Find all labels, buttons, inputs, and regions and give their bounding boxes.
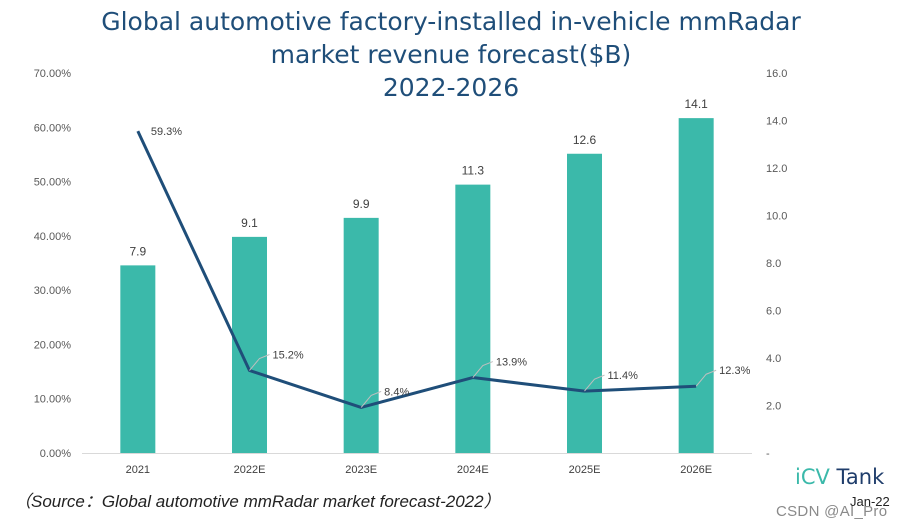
line-label-leader (249, 354, 270, 371)
left-axis-tick-label: 50.00% (34, 177, 72, 189)
chart-title-line-1: Global automotive factory-installed in-v… (101, 7, 801, 36)
right-axis-tick-label: 10.0 (766, 211, 787, 223)
bar-value-label: 7.9 (129, 244, 146, 258)
chart-title-line-2: market revenue forecast($B) (270, 40, 632, 69)
source-note: （Source：Global automotive mmRadar market… (14, 492, 501, 511)
right-axis-tick-label: 4.0 (766, 353, 781, 365)
right-axis-tick-label: 6.0 (766, 306, 781, 318)
bar-value-label: 9.1 (241, 216, 258, 230)
x-axis-tick-label: 2026E (680, 464, 712, 476)
line-value-label: 11.4% (608, 370, 639, 382)
line-value-label: 13.9% (496, 357, 527, 369)
x-axis-tick-label: 2025E (569, 464, 601, 476)
bar (120, 265, 156, 453)
brand-logo-mark: iCV (795, 465, 830, 489)
x-axis-tick-label: 2022E (234, 464, 266, 476)
left-axis-tick-label: 10.00% (34, 394, 72, 406)
right-axis-tick-label: 14.0 (766, 116, 787, 128)
left-axis-tick-label: 40.00% (34, 231, 72, 243)
bar (567, 153, 602, 453)
bar-value-label: 12.6 (573, 133, 597, 147)
chart-title-line-3: 2022-2026 (382, 73, 520, 102)
right-axis-tick-label: 8.0 (766, 258, 781, 270)
left-axis-tick-label: 0.00% (40, 448, 71, 460)
x-axis-tick-label: 2023E (345, 464, 377, 476)
line-value-label: 15.2% (273, 349, 304, 361)
right-axis-tick-label: 12.0 (766, 163, 787, 175)
brand-logo-text: Tank (829, 465, 885, 489)
bar-value-label: 9.9 (353, 197, 370, 211)
bar (343, 217, 379, 453)
bar-value-label: 11.3 (462, 164, 485, 178)
line-value-label: 59.3% (151, 126, 182, 138)
watermark-text: CSDN @AI_Pro (776, 503, 888, 520)
line-value-label: 8.4% (384, 386, 409, 398)
bar (678, 118, 714, 453)
bar-value-label: 14.1 (684, 97, 708, 111)
right-axis-tick-label: 16.0 (766, 68, 787, 80)
line-label-leader (695, 369, 717, 387)
x-axis-tick-label: 2024E (457, 464, 489, 476)
date-label: Jan-22 (850, 494, 890, 509)
right-axis-tick-label: 2.0 (766, 401, 781, 413)
line-label-leader (584, 374, 605, 392)
left-axis-tick-label: 70.00% (34, 68, 72, 80)
right-axis-tick-label: - (766, 448, 770, 460)
line-label-leader (472, 361, 494, 378)
x-axis-tick-label: 2021 (126, 464, 150, 476)
left-axis-tick-label: 20.00% (34, 339, 72, 351)
line-label-leader (360, 390, 382, 408)
line-value-label: 12.3% (719, 365, 750, 377)
growth-rate-line (136, 130, 697, 409)
brand-logo: iCV Tank (795, 465, 884, 489)
left-axis-tick-label: 60.00% (34, 122, 72, 134)
bar (455, 184, 491, 453)
left-axis-tick-label: 30.00% (34, 285, 72, 297)
